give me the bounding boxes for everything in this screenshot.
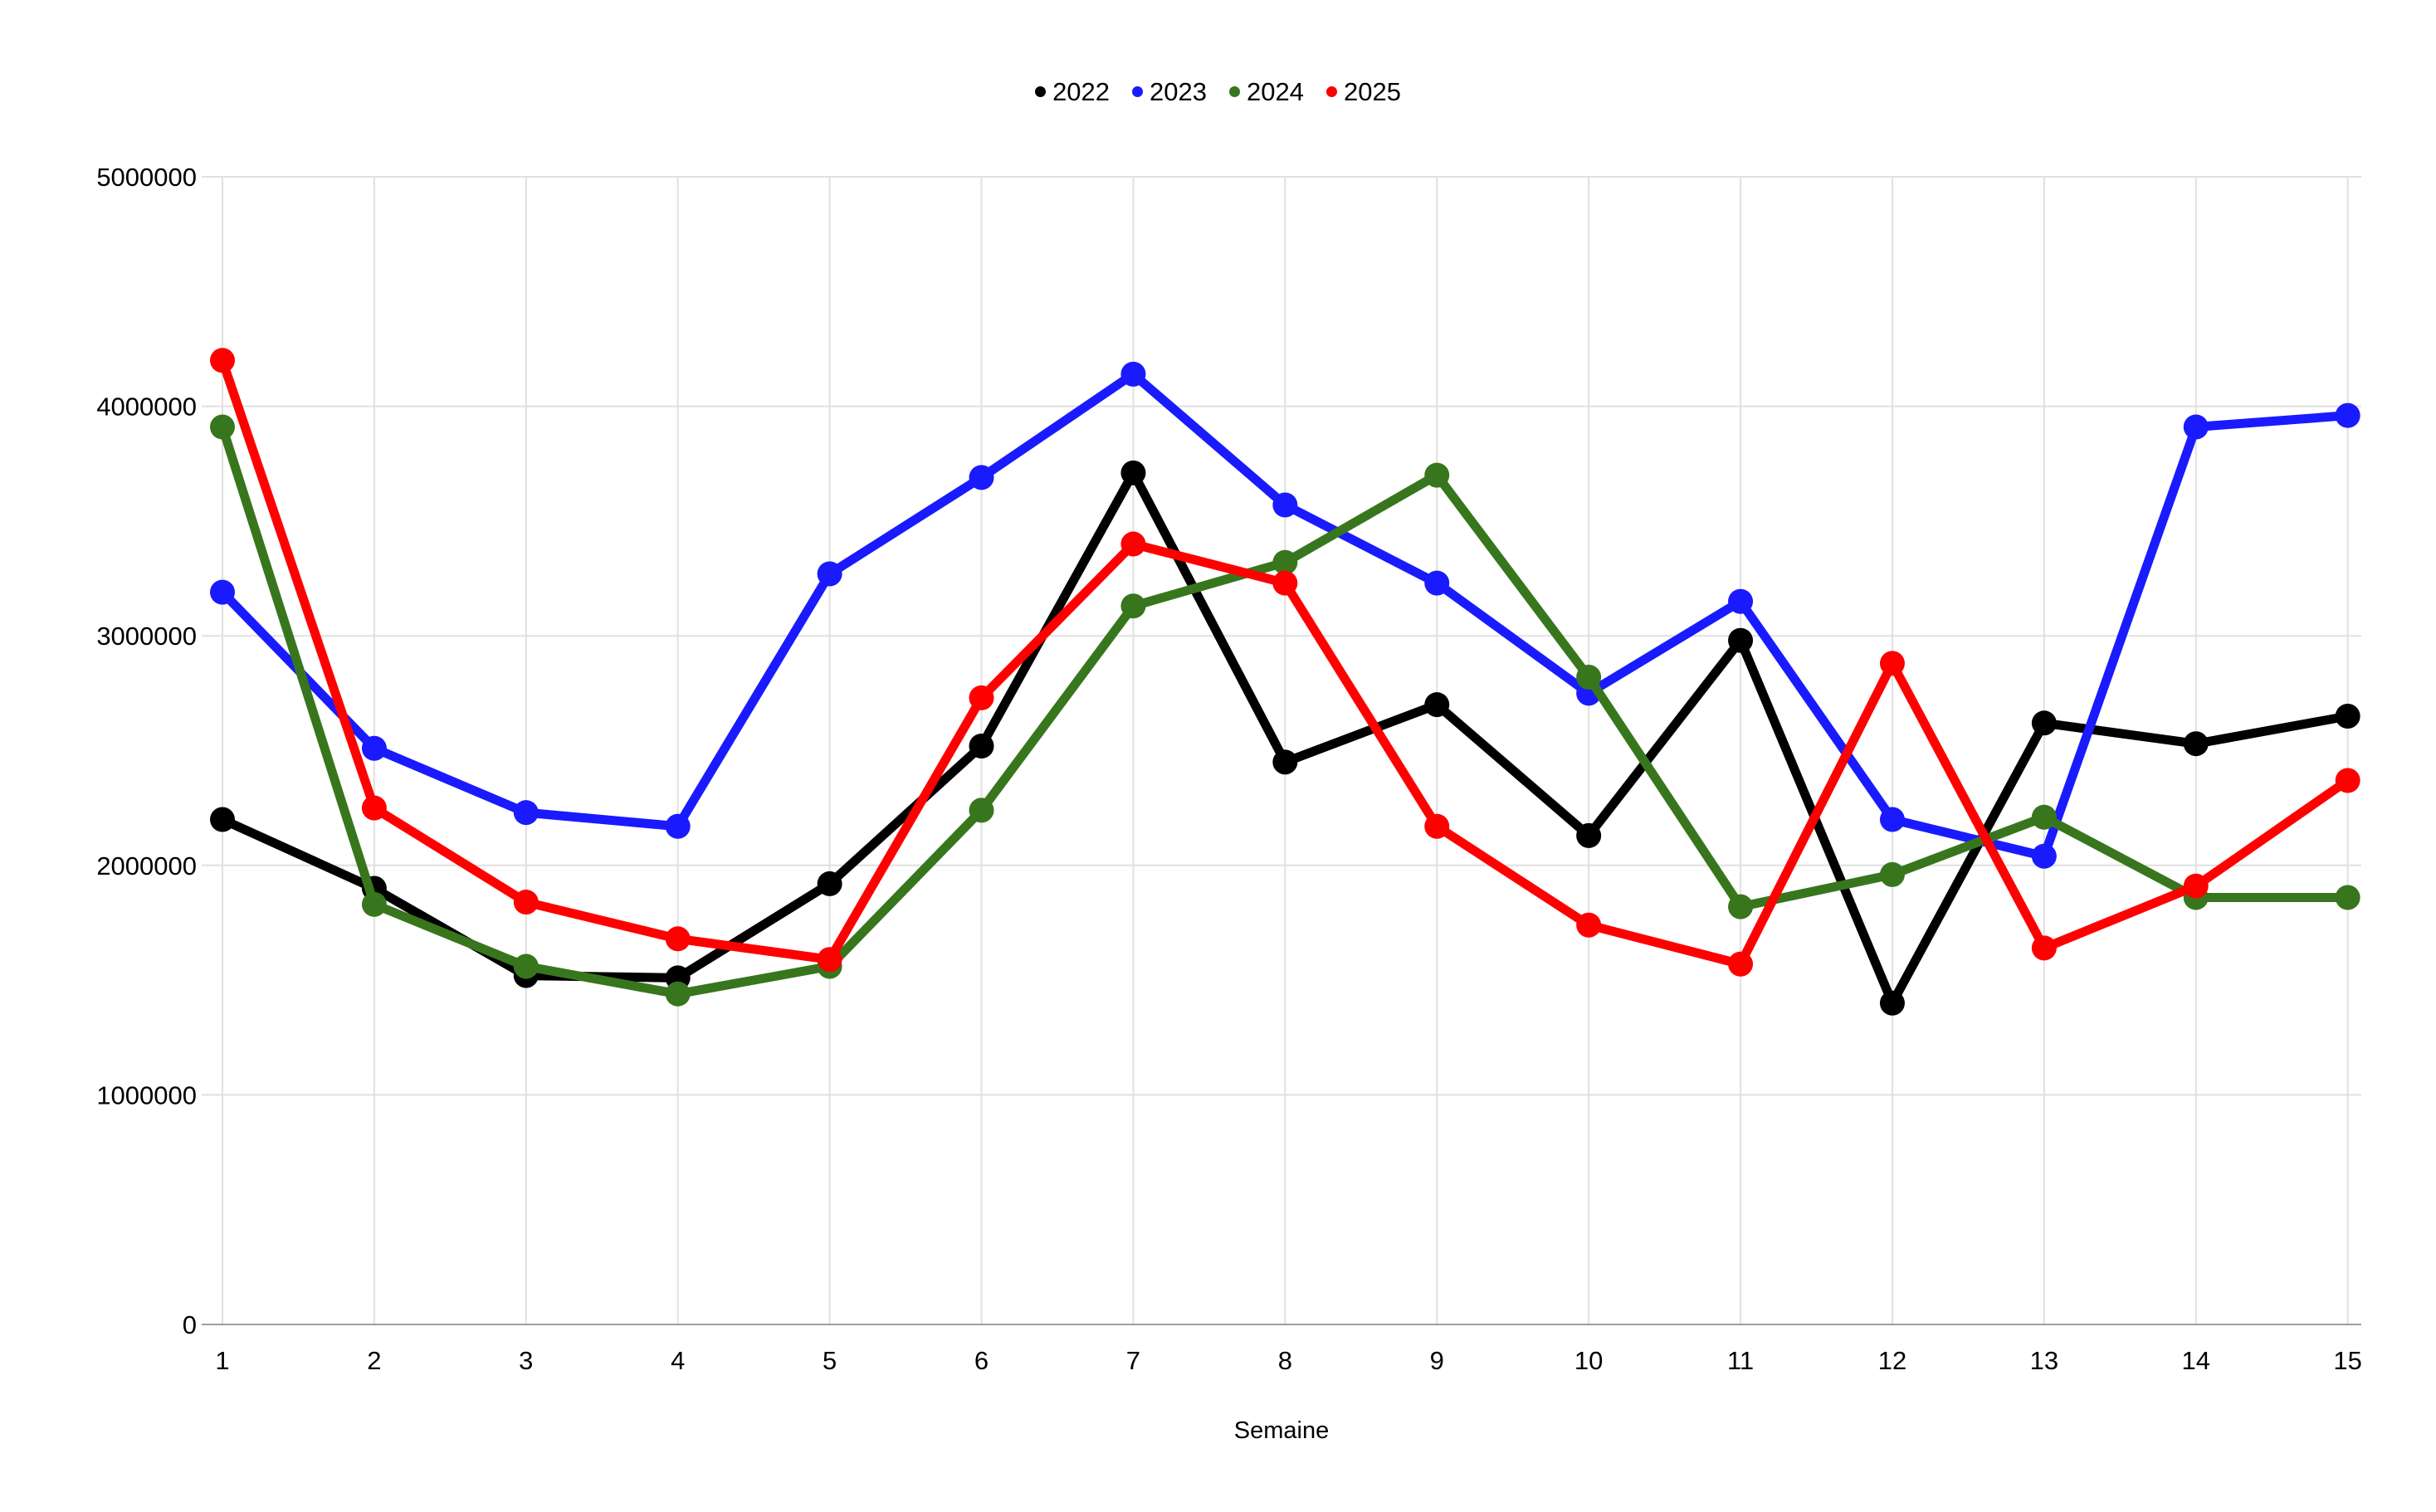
series-2022-point — [1880, 991, 1905, 1016]
legend-label: 2025 — [1344, 79, 1401, 105]
legend-item-2023: 2023 — [1132, 79, 1207, 105]
series-2023-point — [210, 580, 235, 605]
series-2024-point — [1728, 895, 1753, 919]
series-2025-point — [969, 685, 994, 710]
legend-label: 2023 — [1150, 79, 1207, 105]
series-2024-point — [1424, 463, 1449, 488]
chart-legend: 2022 2023 2024 2025 — [0, 79, 2436, 105]
series-2023-point — [514, 800, 539, 825]
series-2022-point — [1120, 461, 1145, 485]
series-2024-point — [2336, 885, 2360, 910]
x-axis-tick-label: 1 — [215, 1346, 229, 1375]
series-2023-point — [1272, 493, 1297, 518]
x-axis-tick-label: 15 — [2333, 1346, 2361, 1375]
series-2025-point — [1424, 814, 1449, 839]
y-axis-tick-label: 5000000 — [96, 163, 197, 192]
series-2022-point — [969, 734, 994, 758]
series-2024-point — [1880, 862, 1905, 887]
series-2025-point — [2184, 874, 2209, 899]
x-axis-tick-label: 9 — [1430, 1346, 1444, 1375]
series-2022-point — [2032, 710, 2057, 735]
series-2024-point — [969, 797, 994, 822]
legend-item-2022: 2022 — [1035, 79, 1110, 105]
series-2024-point — [1120, 593, 1145, 618]
x-axis-tick-label: 13 — [2030, 1346, 2058, 1375]
series-2024-point — [362, 892, 387, 917]
x-axis-tick-label: 11 — [1727, 1346, 1754, 1375]
series-2025-point — [1120, 532, 1145, 557]
series-2024-point — [2032, 805, 2057, 830]
legend-label: 2024 — [1247, 79, 1304, 105]
legend-dot-icon — [1326, 86, 1337, 97]
series-2023-point — [969, 465, 994, 490]
series-2022-point — [2184, 731, 2209, 756]
x-axis-tick-label: 14 — [2182, 1346, 2210, 1375]
series-2022-point — [2336, 704, 2360, 729]
legend-dot-icon — [1229, 86, 1240, 97]
y-axis-tick-label: 4000000 — [96, 393, 197, 422]
series-2025-point — [210, 348, 235, 373]
series-2023-point — [2032, 844, 2057, 869]
legend-item-2025: 2025 — [1326, 79, 1401, 105]
x-axis-tick-label: 6 — [974, 1346, 989, 1375]
x-axis-tick-label: 10 — [1574, 1346, 1603, 1375]
y-axis-tick-label: 3000000 — [96, 622, 197, 651]
series-2023-point — [1728, 589, 1753, 614]
legend-label: 2022 — [1052, 79, 1110, 105]
series-2025-point — [666, 926, 691, 951]
series-2023-point — [1120, 362, 1145, 387]
series-2025-point — [1576, 913, 1601, 938]
legend-item-2024: 2024 — [1229, 79, 1304, 105]
series-2022-point — [1272, 749, 1297, 774]
x-axis-tick-label: 3 — [519, 1346, 533, 1375]
series-2023-point — [1880, 807, 1905, 832]
series-2025-point — [1728, 952, 1753, 977]
series-2022-point — [210, 807, 235, 832]
series-2025-point — [2336, 768, 2360, 793]
x-axis-tick-label: 5 — [823, 1346, 837, 1375]
series-2023-point — [1424, 571, 1449, 596]
series-2025-point — [2032, 935, 2057, 960]
legend-dot-icon — [1035, 86, 1046, 97]
series-2024-point — [666, 982, 691, 1007]
series-2025-point — [1880, 651, 1905, 676]
series-2023-point — [818, 562, 842, 587]
series-2025-point — [818, 947, 842, 972]
series-2024-point — [514, 954, 539, 979]
x-axis-tick-label: 7 — [1126, 1346, 1140, 1375]
x-axis-tick-label: 2 — [367, 1346, 381, 1375]
series-2023-point — [2336, 403, 2360, 428]
x-axis-tick-label: 12 — [1878, 1346, 1906, 1375]
series-2025-point — [1272, 571, 1297, 596]
series-2024-point — [1576, 665, 1601, 690]
x-axis-tick-label: 4 — [671, 1346, 685, 1375]
legend-dot-icon — [1132, 86, 1143, 97]
series-2022-point — [1728, 628, 1753, 653]
series-2025-point — [514, 890, 539, 915]
y-axis-tick-label: 1000000 — [96, 1080, 197, 1110]
series-2022-point — [1424, 692, 1449, 717]
series-2024-point — [210, 414, 235, 439]
series-2023-point — [2184, 414, 2209, 439]
series-2022-point — [1576, 823, 1601, 848]
series-2023-point — [666, 814, 691, 839]
series-2023-point — [362, 736, 387, 761]
x-axis-title: Semaine — [1234, 1417, 1329, 1444]
y-axis-tick-label: 2000000 — [96, 851, 197, 880]
x-axis-tick-label: 8 — [1278, 1346, 1292, 1375]
y-axis-tick-label: 0 — [183, 1310, 197, 1339]
series-2022-point — [818, 871, 842, 896]
series-2025-point — [362, 796, 387, 821]
